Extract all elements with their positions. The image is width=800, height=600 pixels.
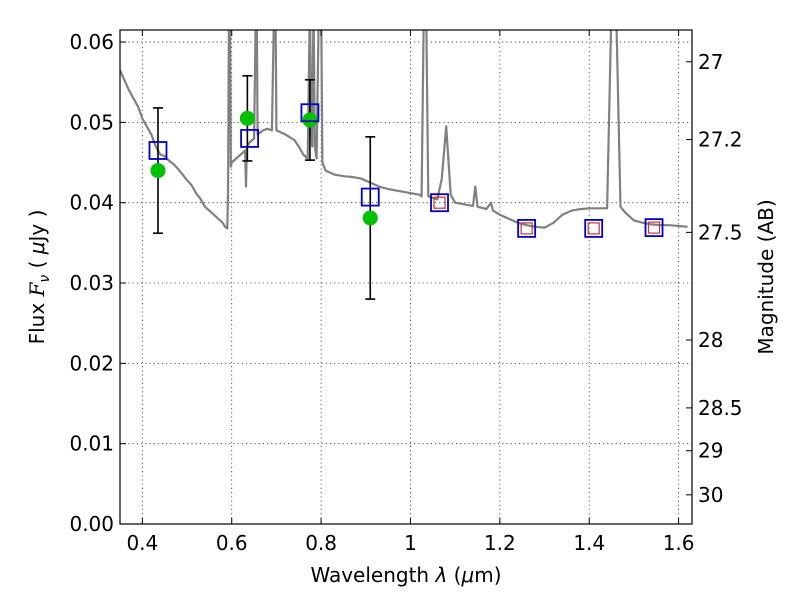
model-photometry-square: [360, 187, 380, 207]
y2-tick-label: 30: [698, 483, 723, 507]
model-photometry-layer: [148, 103, 664, 238]
model-photometry-square: [430, 193, 449, 213]
y-tick-label: 0.01: [69, 432, 114, 456]
x-tick-label: 0.6: [216, 531, 248, 555]
y2-tick-label: 29: [698, 439, 723, 463]
model-spectrum-layer: [120, 30, 688, 230]
x-tick-label: 1: [404, 531, 417, 555]
y2-tick-label: 28: [698, 328, 723, 352]
observed-point: [362, 210, 378, 226]
axis-ticks: 0.4 0.6 0.8 1 1.2 1.4 1.6 0.00 0.01 0.02 0.03 0.04 0…: [69, 30, 743, 555]
x-axis-label: Wavelength λ (μm): [310, 563, 501, 587]
x-tick-label: 0.8: [305, 531, 337, 555]
model-photometry-square: [300, 103, 320, 123]
y-tick-label: 0.00: [69, 512, 114, 536]
y2-tick-label: 28.5: [698, 396, 743, 420]
observed-points-layer: [150, 110, 378, 226]
model-spectrum-line: [120, 30, 688, 230]
inner-square: [520, 222, 533, 235]
gridlines: [120, 30, 692, 525]
y2-axis-label: Magnitude (AB): [754, 199, 778, 354]
x-tick-label: 0.4: [126, 531, 158, 555]
y-tick-label: 0.02: [69, 351, 114, 375]
error-bars-layer: [152, 74, 376, 300]
observed-point: [239, 110, 255, 126]
y2-tick-label: 27: [698, 50, 723, 74]
observed-point: [302, 112, 318, 128]
plot-frame: [119, 29, 693, 525]
y-tick-label: 0.06: [69, 30, 114, 54]
observed-point: [150, 163, 166, 179]
inner-square: [587, 222, 600, 235]
model-photometry-square: [148, 141, 168, 160]
model-photometry-square: [517, 219, 537, 238]
y-axis-label: Flux Fν ( μJy ): [25, 210, 53, 345]
y-tick-label: 0.03: [69, 271, 114, 295]
model-photometry-square: [584, 219, 604, 238]
x-tick-label: 1.6: [663, 531, 695, 555]
inner-square: [433, 196, 446, 209]
y2-tick-label: 27.2: [698, 128, 743, 152]
x-tick-label: 1.4: [573, 531, 605, 555]
y-tick-label: 0.05: [69, 110, 114, 134]
y-tick-label: 0.04: [69, 191, 114, 215]
x-tick-label: 1.2: [484, 531, 516, 555]
y2-tick-label: 27.5: [698, 220, 743, 244]
model-photometry-square: [644, 218, 664, 238]
inner-square: [647, 221, 661, 234]
model-photometry-square: [240, 129, 259, 148]
